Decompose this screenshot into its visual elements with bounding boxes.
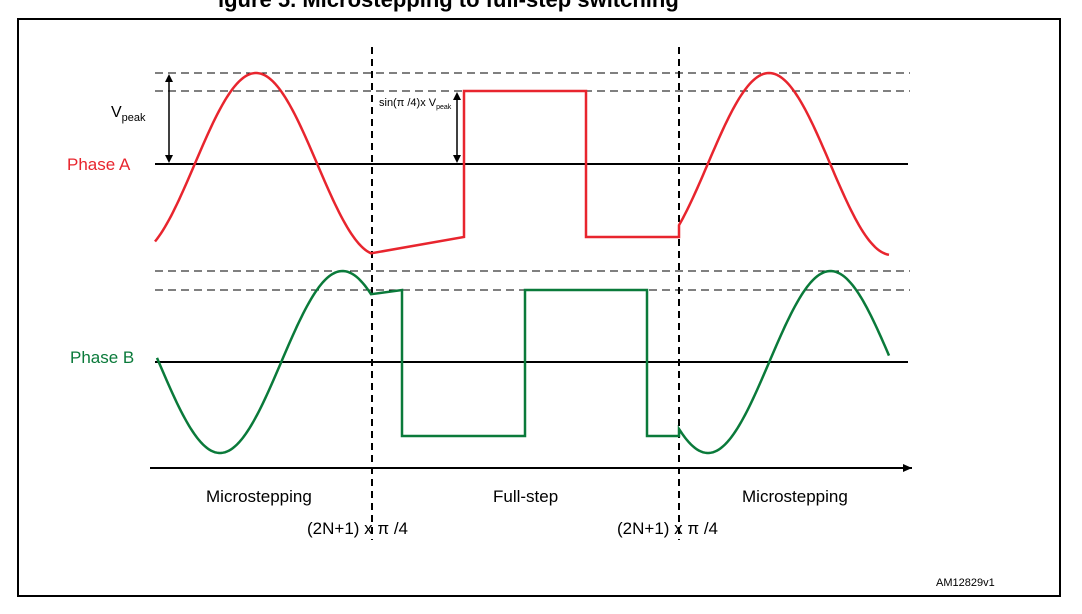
region-label-microstepping-right: Microstepping bbox=[742, 487, 848, 506]
phase-a-waveform bbox=[154, 71, 890, 257]
sin-amplitude-label: sin(π /4)x Vpeak bbox=[379, 97, 452, 111]
phase-b-waveform bbox=[155, 269, 891, 455]
figure-title: igure 5. Microstepping to full-step swit… bbox=[218, 0, 679, 13]
region-label-microstepping-left: Microstepping bbox=[206, 487, 312, 506]
phase-a-label: Phase A bbox=[67, 155, 131, 174]
sin-amplitude-arrow bbox=[453, 92, 461, 163]
vpeak-arrow bbox=[165, 74, 173, 163]
figure-frame bbox=[17, 18, 1061, 597]
reference-lines bbox=[155, 72, 910, 291]
switch-label-right: (2N+1) x π /4 bbox=[617, 519, 718, 538]
vpeak-label: Vpeak bbox=[111, 104, 146, 124]
phase-b-label: Phase B bbox=[70, 348, 134, 367]
switch-label-left: (2N+1) x π /4 bbox=[307, 519, 408, 538]
figure-id-label: AM12829v1 bbox=[936, 577, 995, 589]
region-label-full-step: Full-step bbox=[493, 487, 558, 506]
figure-title-strip: igure 5. Microstepping to full-step swit… bbox=[0, 0, 1082, 16]
